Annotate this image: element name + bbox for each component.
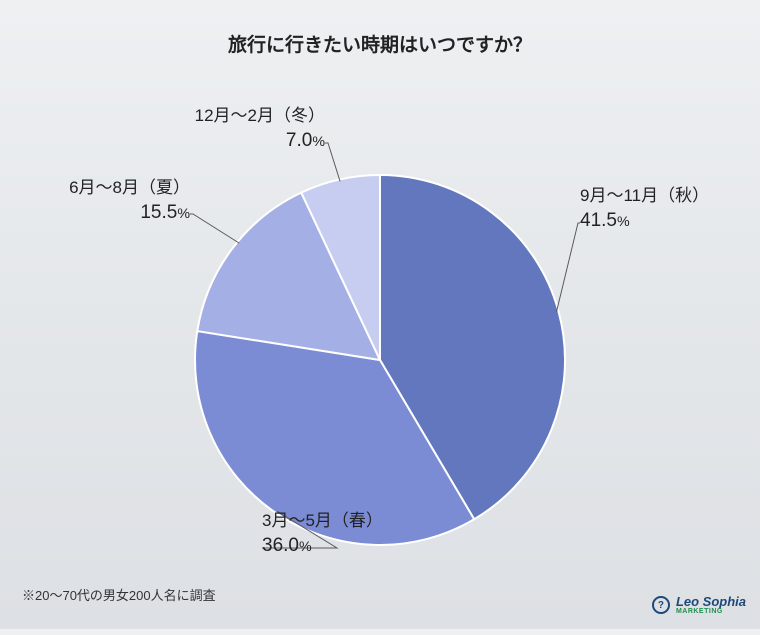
leader-line (325, 143, 340, 181)
slice-label: 6月～8月（夏）15.5% (69, 177, 190, 226)
leader-line (190, 214, 239, 243)
slice-label-text: 6月～8月（夏） (69, 177, 190, 200)
footnote: ※20～70代の男女200人名に調査 (22, 585, 216, 604)
slice-label: 3月～5月（春）36.0% (262, 510, 383, 559)
brand-logo: ? Leo Sophia MARKETING (652, 595, 746, 615)
brand-name: Leo Sophia (676, 595, 746, 608)
slice-label-pct: 15.5% (69, 200, 190, 226)
brand-icon: ? (652, 596, 670, 614)
slice-label: 12月～2月（冬）7.0% (195, 105, 325, 154)
slice-label: 9月～11月（秋）41.5% (580, 185, 709, 234)
slice-label-pct: 41.5% (580, 208, 709, 234)
slice-label-text: 9月～11月（秋） (580, 185, 709, 208)
chart-title: 旅行に行きたい時期はいつですか？ (0, 30, 760, 57)
slice-label-text: 12月～2月（冬） (195, 105, 325, 128)
pie-chart: 9月～11月（秋）41.5% 3月～5月（春）36.0% 6月～8月（夏）15.5%… (0, 70, 760, 570)
slice-label-pct: 36.0% (262, 533, 383, 559)
brand-sub: MARKETING (676, 608, 746, 615)
slice-label-pct: 7.0% (195, 128, 325, 154)
leader-line (557, 223, 580, 312)
slice-label-text: 3月～5月（春） (262, 510, 383, 533)
